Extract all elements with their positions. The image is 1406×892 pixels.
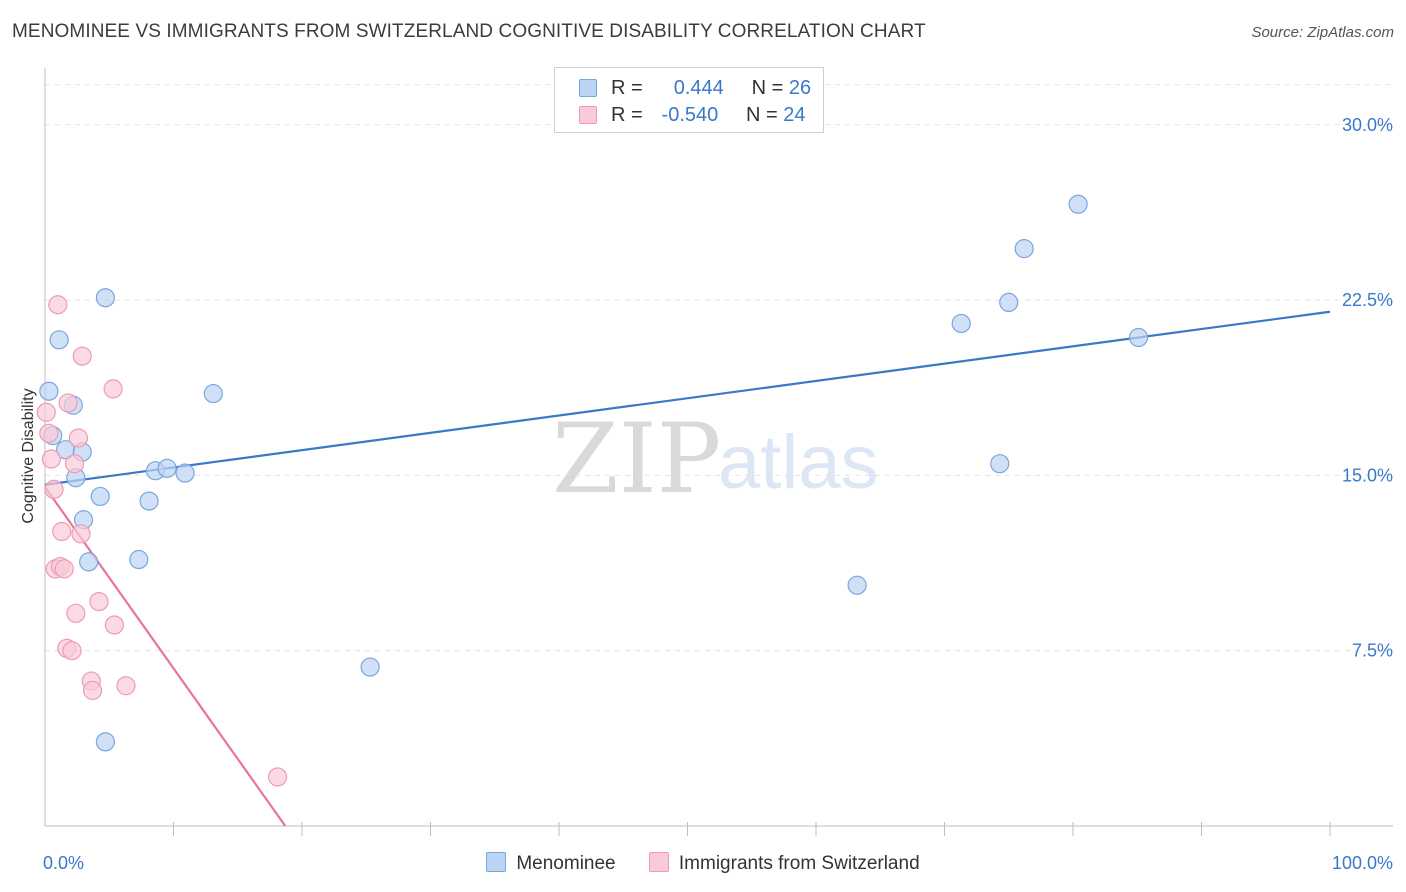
menominee-point	[360, 657, 380, 677]
switzerland-point	[64, 454, 85, 474]
menominee-point	[129, 549, 149, 570]
menominee-point	[203, 383, 223, 404]
menominee-point	[157, 458, 177, 478]
menominee-point	[1068, 194, 1088, 214]
menominee-point	[1128, 327, 1149, 348]
menominee-point	[139, 491, 159, 511]
menominee-point	[990, 454, 1010, 474]
switzerland-point	[267, 767, 288, 787]
switzerland-point	[36, 402, 56, 422]
n-label: N =	[746, 104, 778, 126]
switzerland-point	[68, 428, 89, 448]
legend-item-menominee: Menominee	[486, 852, 616, 875]
menominee-point	[79, 552, 99, 572]
pink-swatch-icon	[579, 106, 597, 124]
menominee-point	[951, 313, 971, 334]
switzerland-trend-line	[44, 486, 287, 827]
y-tick-label: 7.5%	[1352, 641, 1393, 661]
y-tick-label: 15.0%	[1342, 465, 1393, 485]
stats-row-switzerland: R = -0.540 N = 24	[579, 104, 806, 126]
r-label: R =	[611, 104, 643, 126]
switzerland-point	[71, 524, 91, 544]
switzerland-point	[116, 676, 136, 696]
legend-label: Menominee	[516, 853, 616, 874]
blue-swatch-icon	[579, 79, 597, 97]
menominee-trend-line	[44, 310, 1331, 486]
switzerland-point	[103, 379, 123, 399]
chart-title: MENOMINEE VS IMMIGRANTS FROM SWITZERLAND…	[12, 21, 926, 42]
switzerland-point	[104, 615, 124, 635]
pink-swatch-icon	[648, 852, 669, 872]
switzerland-point	[44, 479, 64, 499]
source-label: Source: ZipAtlas.com	[1251, 24, 1394, 41]
r-label: R =	[611, 77, 643, 99]
menominee-point	[95, 732, 115, 752]
switzerland-point	[52, 521, 72, 542]
switzerland-point	[58, 393, 78, 413]
menominee-point	[1014, 239, 1034, 259]
series-legend: Menominee Immigrants from Switzerland	[0, 852, 1406, 875]
switzerland-point	[54, 559, 74, 579]
x-tick-label: 100.0%	[1332, 853, 1393, 873]
n-value: 26	[788, 77, 812, 99]
blue-swatch-icon	[486, 852, 507, 872]
r-value: 0.444	[673, 77, 724, 99]
switzerland-point	[72, 346, 92, 366]
n-value: 24	[783, 104, 806, 126]
switzerland-point	[82, 680, 103, 701]
menominee-point	[39, 381, 59, 401]
x-tick-label: 0.0%	[43, 853, 84, 873]
stats-row-menominee: R = 0.444 N = 26	[579, 77, 811, 99]
menominee-point	[175, 463, 195, 483]
legend-label: Immigrants from Switzerland	[678, 853, 920, 874]
menominee-point	[95, 288, 115, 308]
switzerland-point	[39, 423, 59, 443]
switzerland-point	[89, 591, 109, 612]
menominee-point	[999, 292, 1019, 312]
switzerland-point	[41, 449, 62, 469]
legend-item-switzerland: Immigrants from Switzerland	[648, 852, 920, 875]
switzerland-point	[66, 603, 86, 623]
n-label: N =	[751, 77, 784, 99]
watermark-atlas: atlas	[718, 420, 879, 505]
menominee-point	[847, 575, 867, 595]
switzerland-point	[62, 641, 82, 661]
watermark-zip: ZIP	[552, 403, 721, 515]
menominee-point	[49, 330, 69, 350]
switzerland-point	[48, 295, 68, 315]
menominee-point	[90, 486, 110, 507]
y-tick-label: 30.0%	[1342, 115, 1393, 135]
y-tick-label: 22.5%	[1342, 290, 1393, 310]
r-value: -0.540	[661, 104, 719, 126]
stats-legend: R = 0.444 N = 26 R = -0.540 N = 24	[554, 67, 824, 133]
